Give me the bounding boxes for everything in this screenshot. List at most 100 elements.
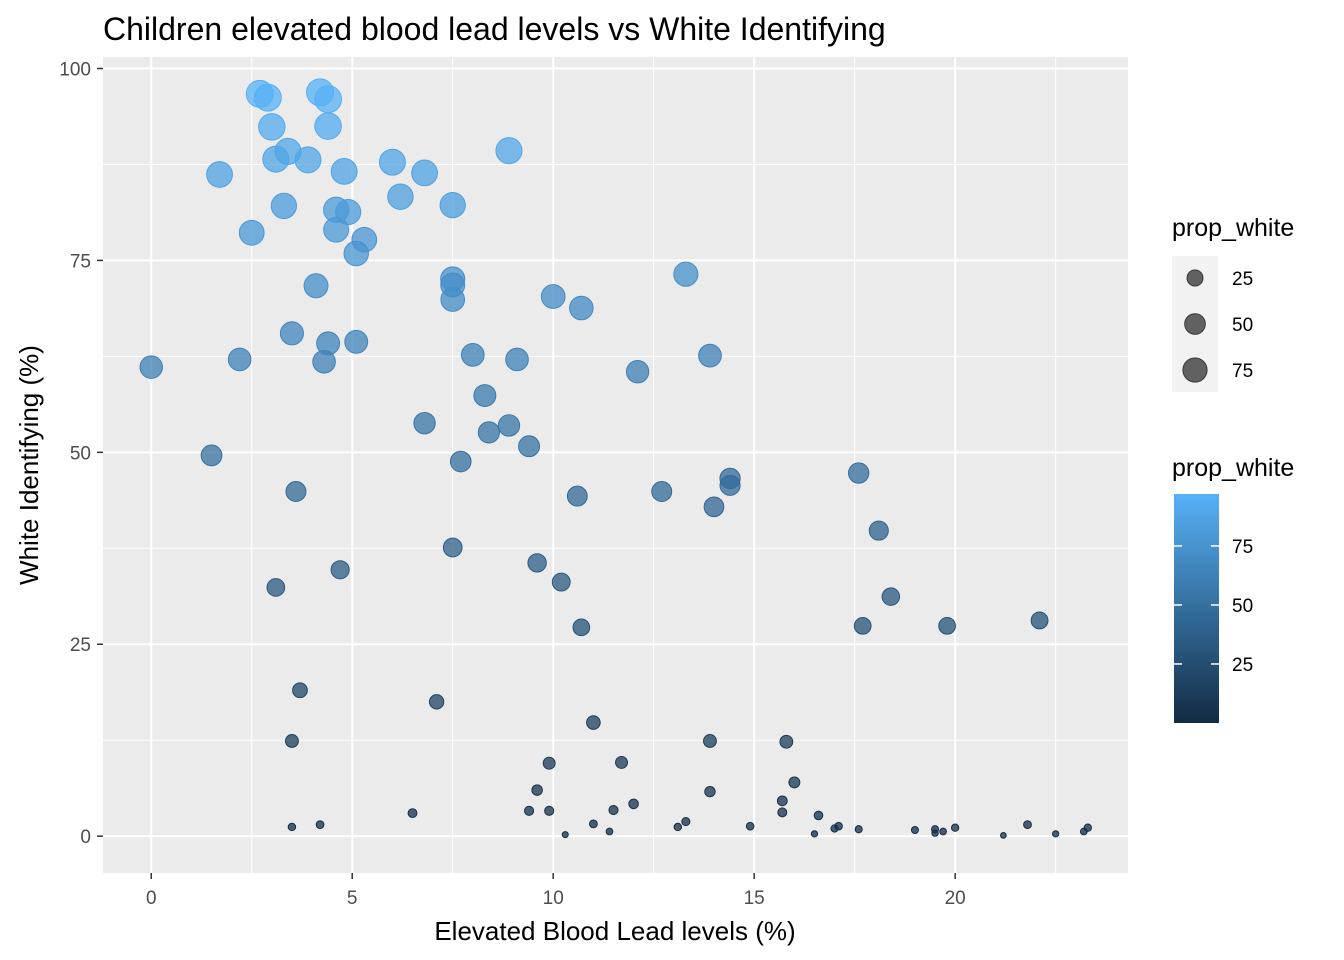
data-point <box>854 825 863 834</box>
plot-panel <box>103 57 1128 873</box>
data-point <box>703 496 725 518</box>
data-point <box>294 146 322 174</box>
data-point <box>673 261 699 287</box>
y-tick-label: 75 <box>70 251 91 272</box>
data-point <box>284 734 299 748</box>
data-point <box>473 384 497 407</box>
data-point <box>625 360 650 384</box>
x-tick-label: 0 <box>146 888 157 909</box>
y-tick-label: 50 <box>70 443 91 464</box>
data-point <box>527 553 547 573</box>
data-point <box>303 273 329 299</box>
data-point <box>628 798 639 810</box>
data-point <box>238 219 265 246</box>
data-point <box>442 537 463 558</box>
data-point <box>615 755 628 769</box>
data-point <box>1000 832 1007 839</box>
data-point <box>495 137 523 165</box>
data-point <box>813 810 824 821</box>
data-point <box>853 616 872 635</box>
data-point <box>343 240 369 267</box>
data-point <box>518 435 541 458</box>
data-point <box>200 444 223 467</box>
data-point <box>681 817 691 827</box>
data-point <box>314 85 343 114</box>
size-legend-key <box>1184 313 1206 335</box>
color-legend: prop_white 25 50 75 <box>1172 454 1294 723</box>
data-point <box>569 295 594 321</box>
size-legend-key <box>1186 269 1204 287</box>
data-point <box>544 805 555 816</box>
data-point <box>1030 611 1049 630</box>
data-point <box>719 474 741 496</box>
size-legend-title: prop_white <box>1172 214 1294 242</box>
data-point <box>542 756 556 770</box>
data-point <box>428 694 445 710</box>
size-legend-key <box>1182 357 1208 383</box>
data-point <box>344 329 369 354</box>
data-point <box>497 414 521 437</box>
data-point <box>312 349 336 374</box>
data-point <box>411 159 438 187</box>
data-point <box>561 831 569 839</box>
data-point <box>651 480 673 502</box>
data-point <box>531 784 543 796</box>
data-point <box>330 157 358 185</box>
data-point <box>449 450 472 473</box>
data-point <box>285 480 307 502</box>
data-point <box>588 819 598 829</box>
color-legend-title: prop_white <box>1172 454 1294 482</box>
data-point <box>439 192 466 219</box>
data-point <box>810 830 819 838</box>
data-point <box>266 578 286 597</box>
size-legend-label: 25 <box>1232 269 1253 290</box>
x-tick-label: 5 <box>347 888 358 909</box>
data-point <box>323 216 350 243</box>
data-point <box>315 820 325 830</box>
x-axis-ticks: 0 5 10 15 20 <box>146 873 966 909</box>
y-axis-title: White Identifying (%) <box>14 345 44 585</box>
data-point <box>477 421 500 444</box>
x-axis-title: Elevated Blood Lead levels (%) <box>434 916 795 946</box>
color-legend-label: 50 <box>1232 596 1253 617</box>
data-point <box>586 715 601 730</box>
data-point <box>776 795 788 807</box>
x-tick-label: 10 <box>543 888 564 909</box>
y-axis-ticks: 0 25 50 75 100 <box>59 60 103 848</box>
data-point <box>253 83 282 112</box>
data-point <box>703 734 717 748</box>
data-point <box>938 616 956 635</box>
data-point <box>1079 827 1088 836</box>
data-point <box>407 808 418 819</box>
data-point <box>939 827 947 836</box>
data-point <box>330 560 350 580</box>
data-point <box>950 823 960 832</box>
size-legend-label: 50 <box>1232 315 1253 336</box>
data-point <box>868 520 889 541</box>
chart-title: Children elevated blood lead levels vs W… <box>103 11 886 47</box>
data-point <box>704 785 716 798</box>
data-point <box>460 343 485 367</box>
data-point <box>745 821 755 831</box>
data-point <box>830 824 839 833</box>
data-point <box>1052 830 1060 838</box>
grid-lines <box>103 57 1128 873</box>
data-point <box>292 682 308 699</box>
x-tick-label: 15 <box>744 888 765 909</box>
data-point <box>279 321 304 346</box>
data-point <box>910 826 919 835</box>
data-point <box>605 827 614 836</box>
data-point <box>779 734 794 749</box>
data-point <box>206 161 233 188</box>
color-legend-label: 75 <box>1232 537 1253 558</box>
data-point <box>258 113 286 141</box>
data-point <box>262 145 290 173</box>
data-point <box>551 572 571 592</box>
y-tick-label: 0 <box>80 827 91 848</box>
data-point <box>608 804 619 816</box>
data-point <box>227 347 252 372</box>
data-point <box>270 192 298 220</box>
data-point <box>788 776 801 789</box>
y-tick-label: 100 <box>59 60 91 81</box>
